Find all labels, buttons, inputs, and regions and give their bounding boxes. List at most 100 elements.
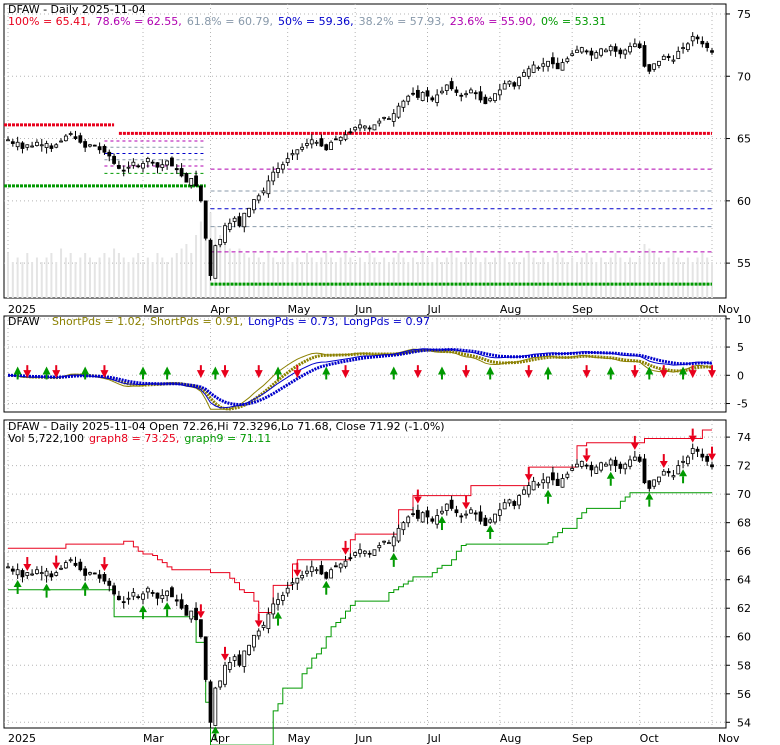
volume-bar [633, 262, 636, 298]
candle-body [449, 81, 454, 90]
volume-bar [643, 244, 646, 298]
candle-body [247, 207, 251, 217]
candle-body [391, 536, 396, 547]
candle-body [526, 485, 531, 495]
legend-entry: LongPds = 0.73, [248, 315, 338, 328]
volume-bar [11, 262, 14, 298]
sell-arrow [52, 562, 61, 570]
price-candles [6, 32, 714, 281]
legend-entry: LongPds = 0.97 [343, 315, 430, 328]
candle-body [276, 168, 280, 173]
candle-body [628, 459, 632, 467]
volume-bar [691, 262, 694, 298]
candle-body [174, 599, 179, 602]
volume-bar [431, 262, 434, 298]
candle-body [208, 239, 213, 276]
candle-body [160, 594, 165, 600]
candle-body [30, 145, 35, 148]
candle-body [353, 126, 358, 131]
volume-bar [527, 253, 530, 298]
candle-body [401, 522, 406, 531]
volume-bar [55, 262, 58, 298]
candle-body [628, 45, 632, 53]
candle-body [271, 603, 276, 615]
candle-body [555, 62, 560, 70]
volume-bar [494, 257, 497, 298]
volume-bar [440, 262, 443, 298]
candle-body [565, 58, 570, 62]
sell-arrow [659, 370, 668, 379]
candle-body [435, 515, 440, 525]
volume-bar [180, 248, 183, 298]
candle-body [107, 580, 112, 586]
candle-body [73, 562, 78, 566]
candle-body [333, 138, 338, 141]
legend-entry: graph8 = 73.25, [89, 432, 179, 445]
candle-body [348, 131, 353, 134]
volume-bar [566, 262, 569, 298]
candle-body [469, 509, 473, 514]
candle-body [305, 143, 309, 146]
volume-bar [402, 257, 405, 298]
candle-body [507, 80, 512, 85]
candle-body [179, 168, 184, 177]
candle-body [305, 570, 309, 574]
volume-bar [113, 248, 116, 298]
candle-body [324, 572, 329, 579]
sell-arrow [688, 435, 697, 443]
candle-body [440, 90, 444, 94]
candle-body [35, 569, 39, 574]
volume-bar [677, 257, 680, 298]
candle-body [155, 592, 160, 599]
buy-arrow [679, 469, 688, 477]
candle-body [594, 52, 599, 59]
volume-bar [701, 253, 704, 298]
candle-body [97, 146, 102, 151]
candle-body [705, 455, 710, 462]
candle-body [478, 511, 483, 522]
legend-entry: graph9 = 71.11 [184, 432, 271, 445]
volume-bar [638, 257, 641, 298]
volume-bar [301, 262, 304, 298]
candle-body [613, 46, 618, 52]
candle-body [420, 92, 425, 101]
buy-arrow [163, 602, 172, 610]
candle-body [25, 144, 30, 148]
candle-body [49, 573, 54, 578]
y-tick-label: 75 [737, 8, 751, 21]
buy-arrow [437, 366, 446, 375]
candle-body [710, 464, 714, 468]
candle-body [333, 565, 338, 568]
buy-arrow [389, 552, 398, 560]
oscillator-panel: 10 5 0 -5 DFAW ShortPds = 1.02, ShortPds = 0… [3, 313, 751, 413]
candle-body [632, 43, 637, 48]
candle-body [117, 595, 121, 601]
volume-bar [305, 253, 308, 298]
upper-band [8, 429, 712, 613]
candle-body [10, 568, 15, 572]
y-tick-label: 66 [737, 545, 751, 558]
volume-bar [108, 257, 111, 298]
volume-bar [518, 262, 521, 298]
candle-body [63, 135, 68, 142]
buy-arrow [645, 492, 654, 500]
candle-body [63, 562, 68, 569]
volume-bar [378, 262, 381, 298]
bands-title: DFAW - Daily 2025-11-04 Open 72.26,Hi 72… [8, 420, 445, 433]
x-tick-label: May [288, 732, 311, 745]
sell-arrow [630, 442, 639, 450]
candle-body [170, 587, 174, 598]
candle-body [145, 158, 150, 163]
candle-body [459, 94, 464, 97]
volume-bar [686, 257, 689, 298]
candle-body [671, 475, 676, 478]
candle-body [285, 587, 290, 594]
candle-body [107, 151, 112, 157]
candle-body [444, 84, 449, 91]
candle-body [300, 146, 305, 150]
candle-body [39, 572, 44, 574]
candle-body [420, 512, 425, 523]
candle-body [10, 141, 15, 144]
candle-body [319, 565, 324, 575]
oscillator-title: DFAW [8, 315, 40, 328]
